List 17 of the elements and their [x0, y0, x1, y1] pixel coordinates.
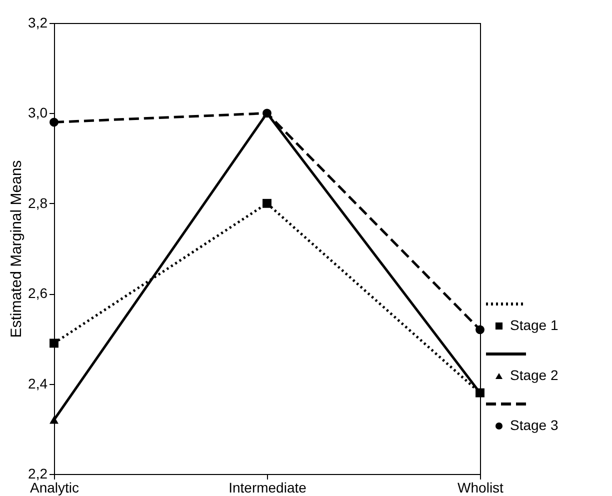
y-axis-title: Estimated Marginal Means	[8, 160, 26, 338]
point	[50, 338, 58, 348]
y-tick-label: 2,4	[28, 375, 48, 392]
y-tick-label: 3,0	[28, 104, 48, 121]
x-tick-label: Wholist	[458, 480, 504, 496]
y-tick-label: 2,6	[28, 285, 48, 302]
point	[50, 118, 58, 127]
y-tick-label: 2,8	[28, 194, 48, 211]
legend-label: Stage 3	[510, 417, 558, 433]
legend-label: Stage 2	[510, 367, 558, 383]
point	[476, 325, 484, 334]
legend-label: Stage 1	[510, 317, 558, 333]
x-tick-label: Intermediate	[228, 480, 307, 496]
y-tick-label: 2,2	[28, 466, 48, 482]
y-tick-label: 3,2	[28, 14, 48, 30]
point	[262, 198, 272, 208]
x-tick-label: Analytic	[30, 480, 80, 496]
